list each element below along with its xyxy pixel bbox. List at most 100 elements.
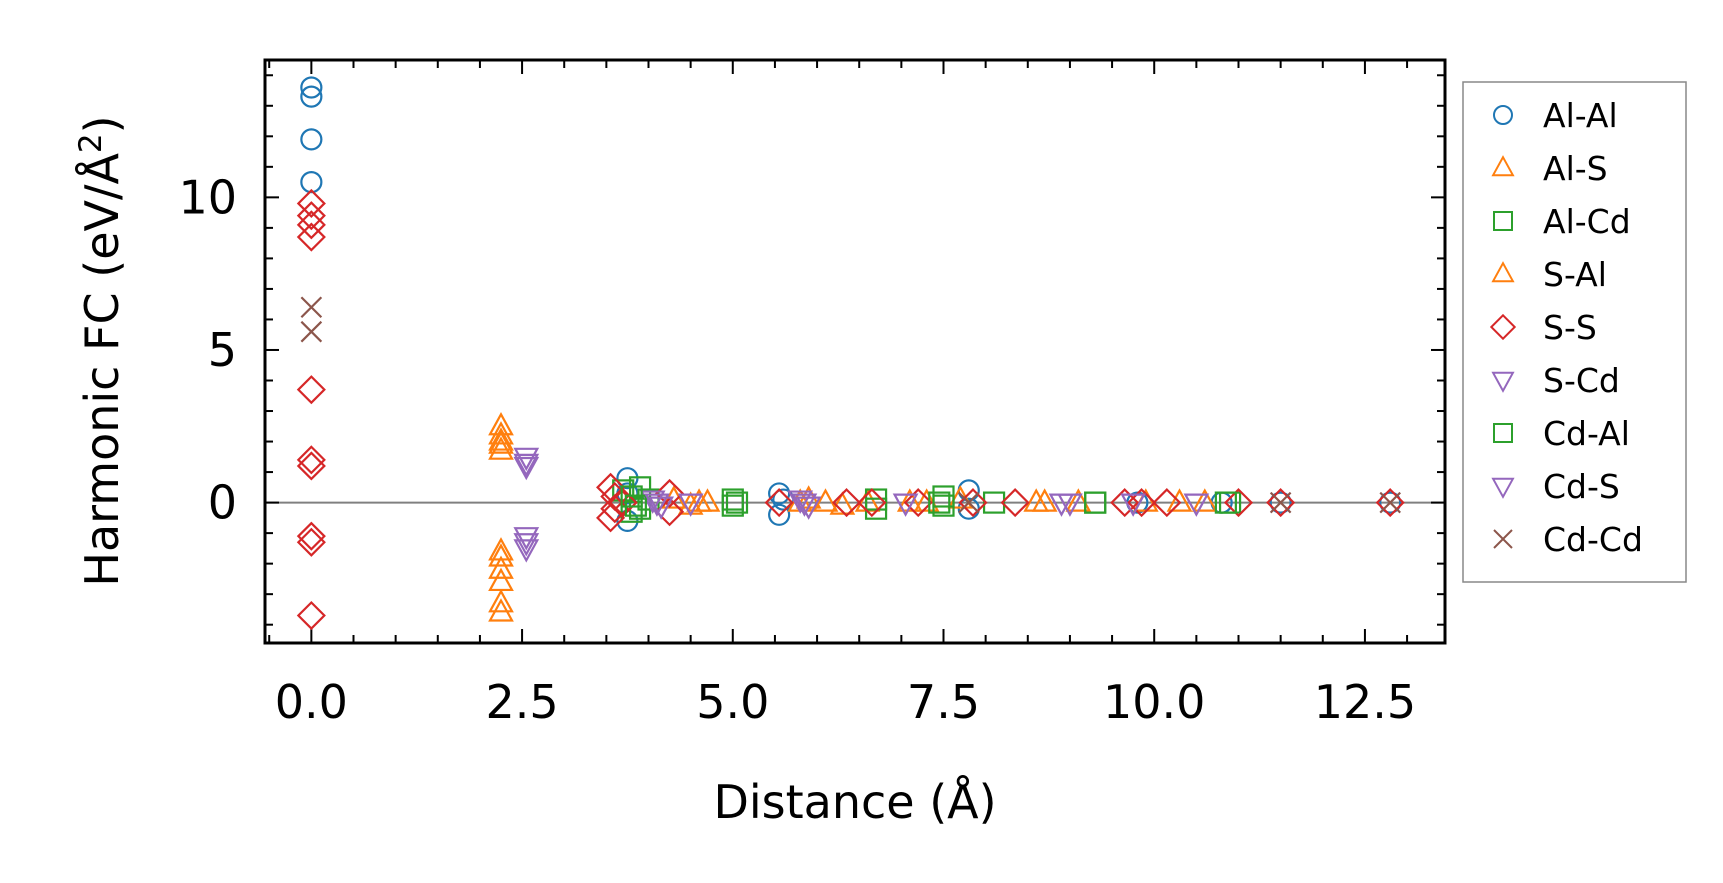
x-tick-label: 10.0 — [1103, 675, 1205, 729]
point-al-al — [1379, 491, 1402, 514]
point-s-al — [896, 488, 923, 512]
y-tick-label: 5 — [208, 323, 237, 377]
point-s-s — [1127, 488, 1157, 518]
point-cd-s — [791, 493, 818, 517]
y-axis-title: Harmonic FC (eV/Å2) — [73, 115, 129, 586]
point-al-cd — [721, 494, 744, 517]
point-al-s — [829, 491, 856, 515]
point-s-cd — [513, 527, 540, 551]
point-cd-s — [513, 533, 540, 557]
point-al-s — [488, 430, 514, 454]
point-s-al — [488, 598, 514, 622]
legend-label: S-S — [1543, 308, 1597, 347]
y-tick-label: 10 — [178, 170, 237, 224]
point-s-cd — [639, 490, 666, 514]
point-al-s — [913, 488, 940, 512]
point-s-s — [655, 478, 685, 508]
point-s-s — [1266, 488, 1296, 518]
point-cd-s — [513, 453, 540, 478]
series-al-al — [300, 76, 1402, 533]
data-points — [296, 76, 1405, 631]
point-cd-cd — [300, 296, 323, 319]
plot-frame — [263, 58, 1447, 645]
y-tick-label: 0 — [208, 476, 237, 530]
point-s-s — [608, 488, 638, 518]
point-s-s — [296, 375, 326, 405]
point-cd-al — [624, 494, 647, 517]
legend-label: S-Cd — [1543, 361, 1620, 400]
point-s-cd — [787, 490, 814, 514]
point-al-s — [488, 555, 514, 579]
point-al-al — [300, 76, 323, 99]
point-al-al — [300, 128, 323, 151]
point-cd-al — [725, 491, 749, 514]
point-s-s — [600, 494, 630, 524]
point-al-s — [488, 543, 514, 567]
point-al-al — [1269, 491, 1292, 514]
x-tick-label: 12.5 — [1314, 675, 1416, 729]
point-al-cd — [620, 500, 643, 523]
legend-label: Al-Cd — [1543, 202, 1631, 241]
x-tick-label: 5.0 — [696, 675, 769, 729]
point-s-s — [1152, 488, 1182, 518]
legend-label: S-Al — [1543, 255, 1607, 294]
tick-labels: 0.0 2.5 5.0 7.5 10.0 12.5 0 5 10 — [178, 170, 1416, 729]
point-s-s — [296, 445, 326, 475]
point-s-al — [686, 488, 712, 512]
point-cd-cd — [1269, 491, 1292, 514]
point-s-al — [488, 589, 514, 613]
series-cd-cd — [300, 296, 1401, 514]
point-al-al — [300, 170, 323, 194]
point-cd-al — [928, 491, 951, 514]
legend-frame — [1462, 81, 1687, 583]
point-s-al — [488, 436, 514, 460]
point-s-cd — [648, 496, 675, 520]
point-s-cd — [677, 493, 704, 517]
legend-label: Al-Al — [1543, 96, 1618, 135]
legend-label: Al-S — [1543, 149, 1608, 188]
point-s-al — [488, 537, 514, 561]
point-al-cd — [982, 491, 1006, 514]
point-s-s — [1223, 488, 1254, 518]
y-axis-title-sup: 2 — [73, 133, 109, 153]
legend: Al-Al Al-S Al-Cd S-Al S-S S-Cd Cd-Al Cd-S Cd-Cd — [1462, 81, 1687, 583]
point-s-s — [296, 210, 326, 240]
point-cd-al — [1214, 491, 1237, 514]
series-s-s — [296, 188, 1405, 631]
point-al-s — [812, 488, 839, 512]
point-cd-cd — [1379, 491, 1401, 514]
point-s-s — [296, 188, 326, 219]
point-s-s — [296, 521, 326, 551]
legend-label: Cd-Cd — [1543, 520, 1643, 559]
legend-marker-al-al — [1493, 105, 1513, 125]
legend-marker-s-cd — [1491, 371, 1515, 393]
point-s-cd — [1183, 493, 1210, 517]
point-al-cd — [932, 494, 955, 517]
point-s-cd — [795, 496, 822, 520]
point-s-al — [1166, 488, 1193, 512]
point-al-al — [300, 85, 323, 108]
legend-marker-cd-cd — [1493, 529, 1513, 549]
point-cd-s — [644, 493, 670, 517]
legend-marker-al-s — [1491, 155, 1515, 177]
legend-marker-cd-s — [1491, 477, 1515, 499]
x-tick-label: 7.5 — [907, 675, 980, 729]
point-s-cd — [513, 456, 540, 481]
point-s-al — [488, 427, 514, 451]
x-tick-label: 2.5 — [485, 675, 558, 729]
legend-label: Cd-Al — [1543, 414, 1630, 453]
point-s-s — [764, 488, 794, 518]
point-s-s — [600, 481, 630, 512]
point-s-s — [296, 600, 326, 631]
point-s-s — [857, 488, 887, 518]
point-cd-cd — [958, 491, 980, 514]
x-tick-label: 0.0 — [275, 675, 348, 729]
legend-marker-s-s — [1489, 313, 1517, 341]
legend-marker-al-cd — [1493, 211, 1513, 231]
point-al-s — [1065, 488, 1092, 512]
series-cd-s — [513, 453, 1083, 557]
point-s-cd — [1120, 493, 1147, 517]
series-cd-al — [620, 485, 1237, 517]
point-s-s — [832, 488, 862, 518]
